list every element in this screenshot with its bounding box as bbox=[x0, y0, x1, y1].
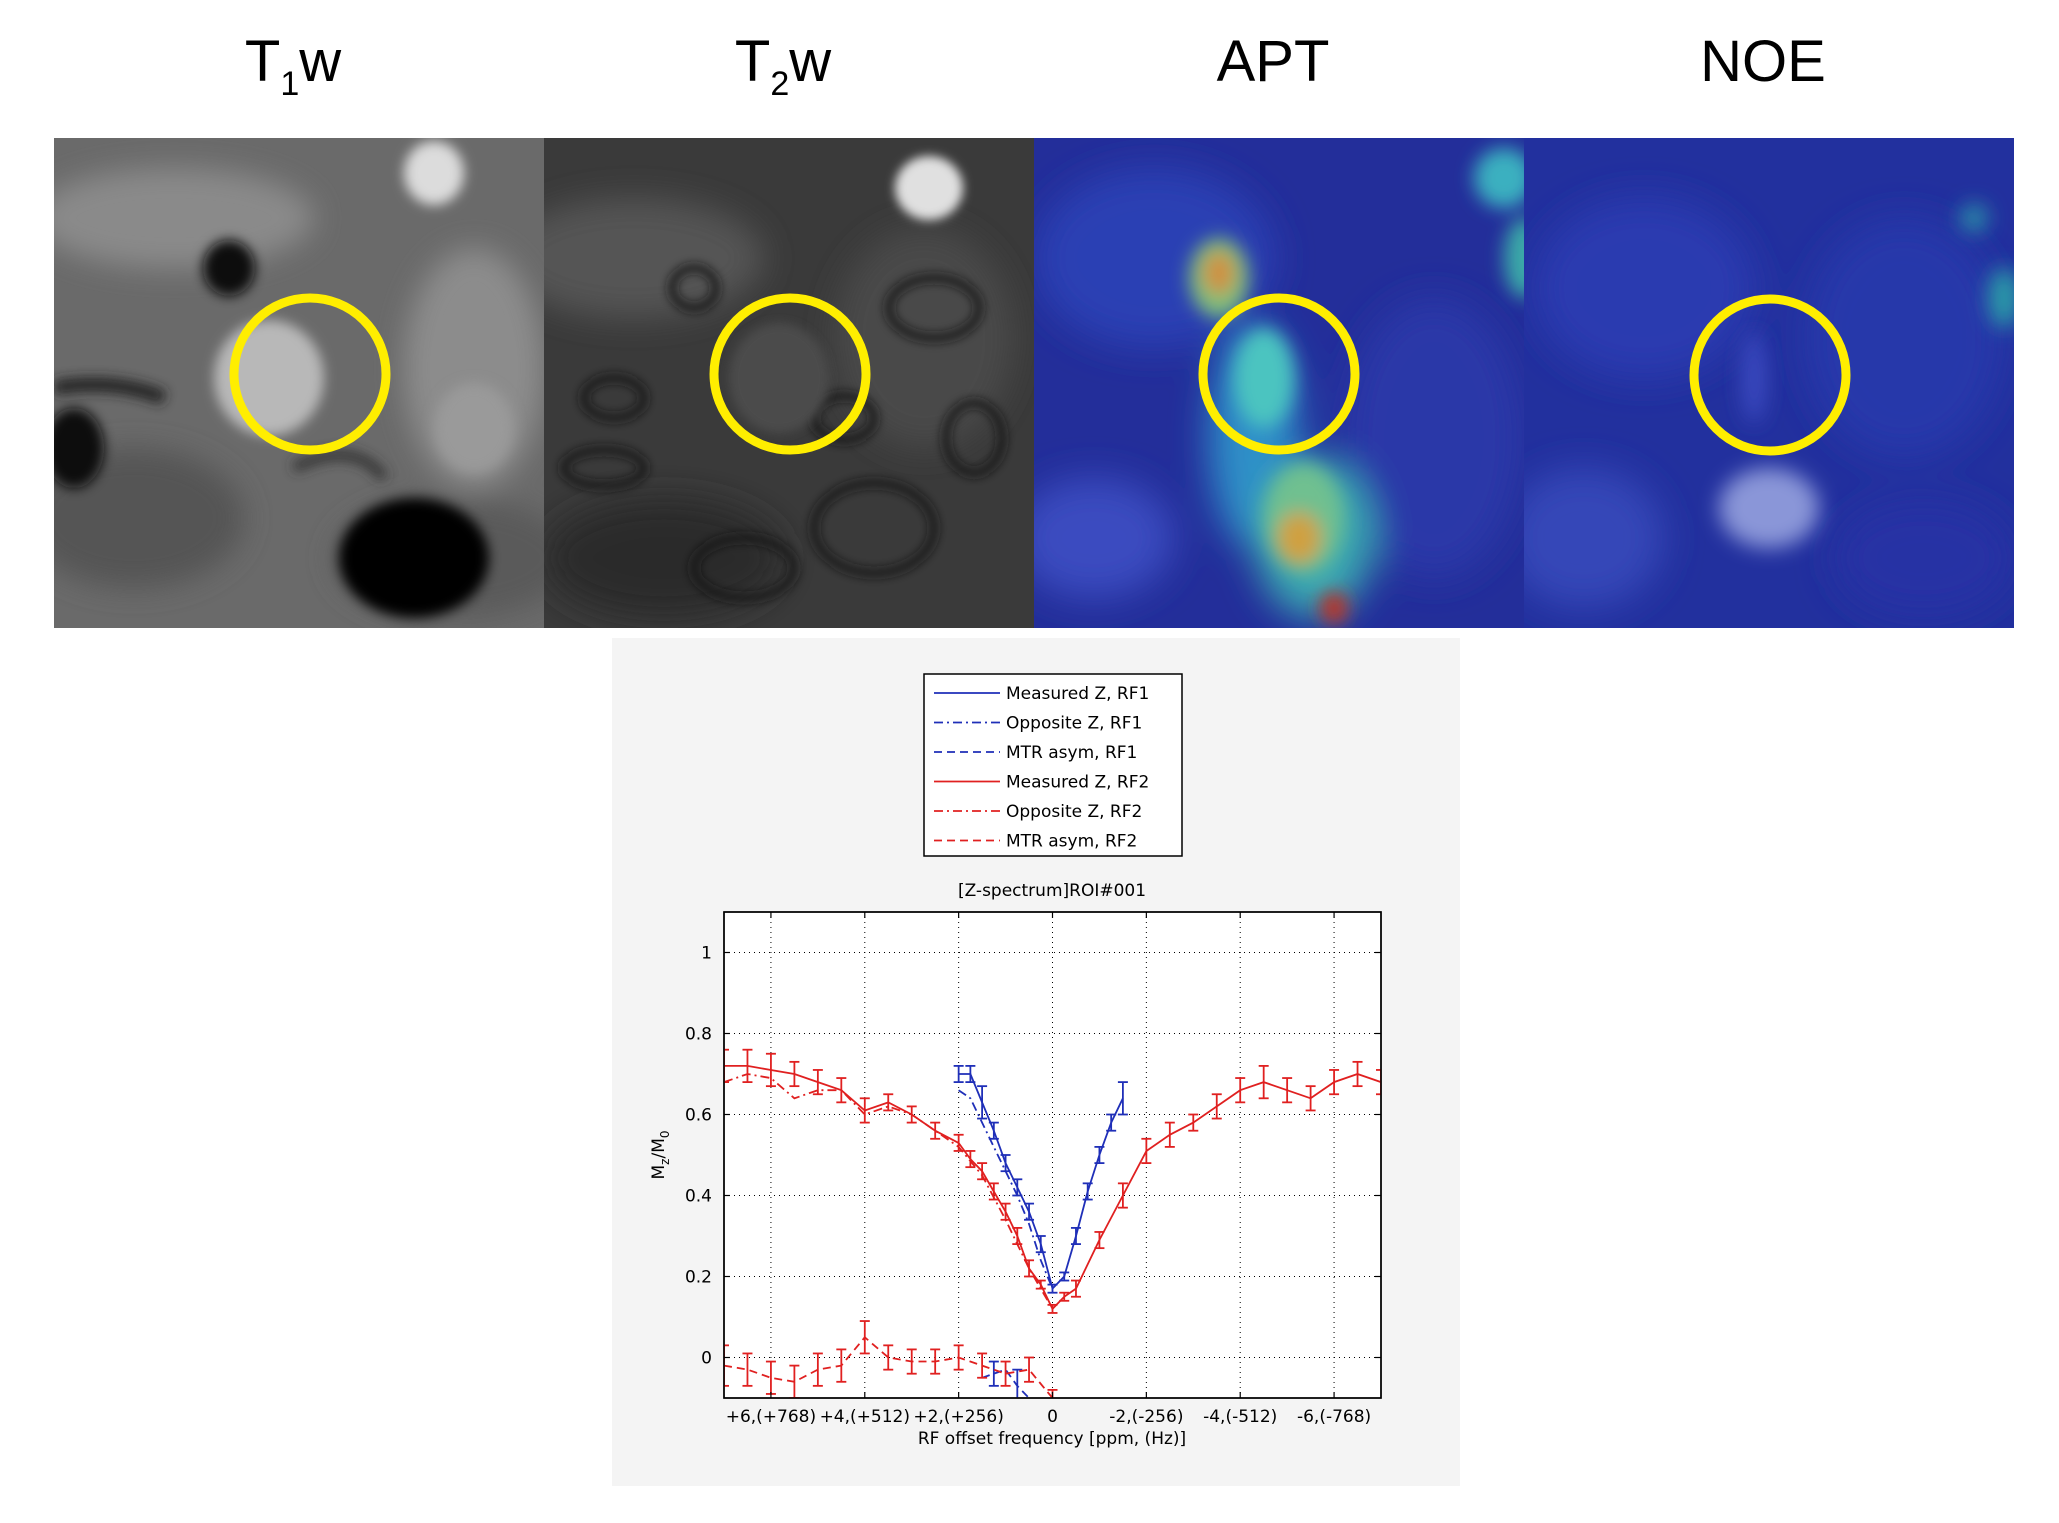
series-mtr-asym-rf1 bbox=[981, 1360, 1030, 1398]
series-line bbox=[724, 1336, 1054, 1398]
chart-title: [Z-spectrum]ROI#001 bbox=[958, 881, 1146, 901]
legend-label: Measured Z, RF1 bbox=[1006, 684, 1149, 704]
plot-area bbox=[723, 911, 1382, 1399]
t1w-image bbox=[54, 138, 544, 628]
legend-label: MTR asym, RF2 bbox=[1006, 832, 1137, 852]
y-axis-label: Mz/M0 bbox=[649, 1130, 672, 1179]
series-opposite-z-rf2 bbox=[724, 1073, 1054, 1310]
legend-label: Measured Z, RF2 bbox=[1006, 773, 1149, 793]
roi-circle bbox=[1198, 293, 1360, 455]
roi-circle bbox=[229, 293, 391, 455]
x-tick-label: +2,(+256) bbox=[913, 1407, 1003, 1427]
x-tick-label: -4,(-512) bbox=[1203, 1407, 1277, 1427]
legend-label: Opposite Z, RF2 bbox=[1006, 802, 1142, 822]
y-tick-label: 1 bbox=[701, 944, 712, 964]
legend-label: MTR asym, RF1 bbox=[1006, 743, 1137, 763]
panel-title-t2w: T2w bbox=[734, 29, 832, 103]
x-tick-label: +4,(+512) bbox=[820, 1407, 910, 1427]
series-mtr-asym-rf2 bbox=[724, 1320, 1058, 1398]
y-tick-label: 0.8 bbox=[685, 1025, 712, 1045]
series-line bbox=[724, 1064, 1381, 1311]
panel-title-apt: APT bbox=[1216, 29, 1330, 94]
x-tick-label: -6,(-768) bbox=[1297, 1407, 1371, 1427]
z-spectrum-chart: Measured Z, RF1 Opposite Z, RF1 MTR asym, … bbox=[612, 638, 1460, 1486]
series-opposite-z-rf1 bbox=[958, 1089, 1054, 1289]
y-tick-label: 0.6 bbox=[685, 1106, 712, 1126]
panel-title-t1w: T1w bbox=[244, 29, 342, 103]
noe-map bbox=[1524, 138, 2014, 628]
z-spectrum-svg: Measured Z, RF1 Opposite Z, RF1 MTR asym, … bbox=[649, 673, 1382, 1449]
roi-circle bbox=[709, 293, 871, 455]
legend-label: Opposite Z, RF1 bbox=[1006, 714, 1142, 734]
x-axis-label: RF offset frequency [ppm, (Hz)] bbox=[918, 1429, 1186, 1449]
x-tick-label: -2,(-256) bbox=[1109, 1407, 1183, 1427]
t2w-image bbox=[544, 138, 1034, 628]
legend: Measured Z, RF1 Opposite Z, RF1 MTR asym, … bbox=[923, 673, 1183, 857]
series-measured-z-rf1 bbox=[953, 1064, 1128, 1294]
y-tick-label: 0.2 bbox=[685, 1268, 712, 1288]
roi-circle bbox=[1689, 294, 1851, 456]
y-tick-label: 0 bbox=[701, 1349, 712, 1369]
series-line bbox=[724, 1073, 1054, 1310]
legend-box bbox=[923, 673, 1183, 857]
y-tick-label: 0.4 bbox=[685, 1187, 712, 1207]
x-tick-label: 0 bbox=[1047, 1407, 1058, 1427]
panel-title-noe: NOE bbox=[1700, 29, 1826, 94]
series-line bbox=[958, 1089, 1054, 1289]
apt-map bbox=[1034, 138, 1524, 628]
x-tick-label: +6,(+768) bbox=[726, 1407, 816, 1427]
